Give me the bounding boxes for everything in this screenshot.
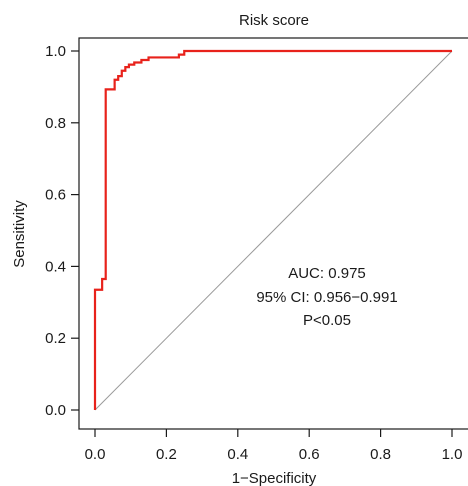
- ci-annotation: 95% CI: 0.956−0.991: [256, 289, 397, 306]
- y-tick-label: 0.2: [45, 330, 66, 347]
- x-tick-label: 0.6: [299, 446, 320, 463]
- reference-diagonal: [94, 50, 453, 411]
- auc-annotation: AUC: 0.975: [288, 265, 366, 282]
- y-tick-label: 0.6: [45, 187, 66, 204]
- y-tick-label: 1.0: [45, 43, 66, 60]
- p-value-annotation: P<0.05: [303, 312, 351, 329]
- y-axis-title: Sensitivity: [11, 200, 28, 268]
- y-tick-label: 0.8: [45, 115, 66, 132]
- chart-title: Risk score: [239, 12, 309, 29]
- axes: 0.0 0.2 0.4 0.6 0.8 1.0 0.0 0.2 0.4 0.6 0.8 1.0: [45, 43, 462, 463]
- y-tick-label: 0.4: [45, 258, 66, 275]
- x-tick-label: 0.4: [227, 446, 248, 463]
- x-tick-label: 0.8: [370, 446, 391, 463]
- plot-frame: [78, 37, 468, 430]
- x-tick-label: 0.2: [156, 446, 177, 463]
- x-axis-title: 1−Specificity: [232, 470, 317, 486]
- y-tick-label: 0.0: [45, 402, 66, 419]
- x-tick-label: 0.0: [85, 446, 106, 463]
- x-tick-label: 1.0: [442, 446, 463, 463]
- roc-curve: [93, 49, 452, 410]
